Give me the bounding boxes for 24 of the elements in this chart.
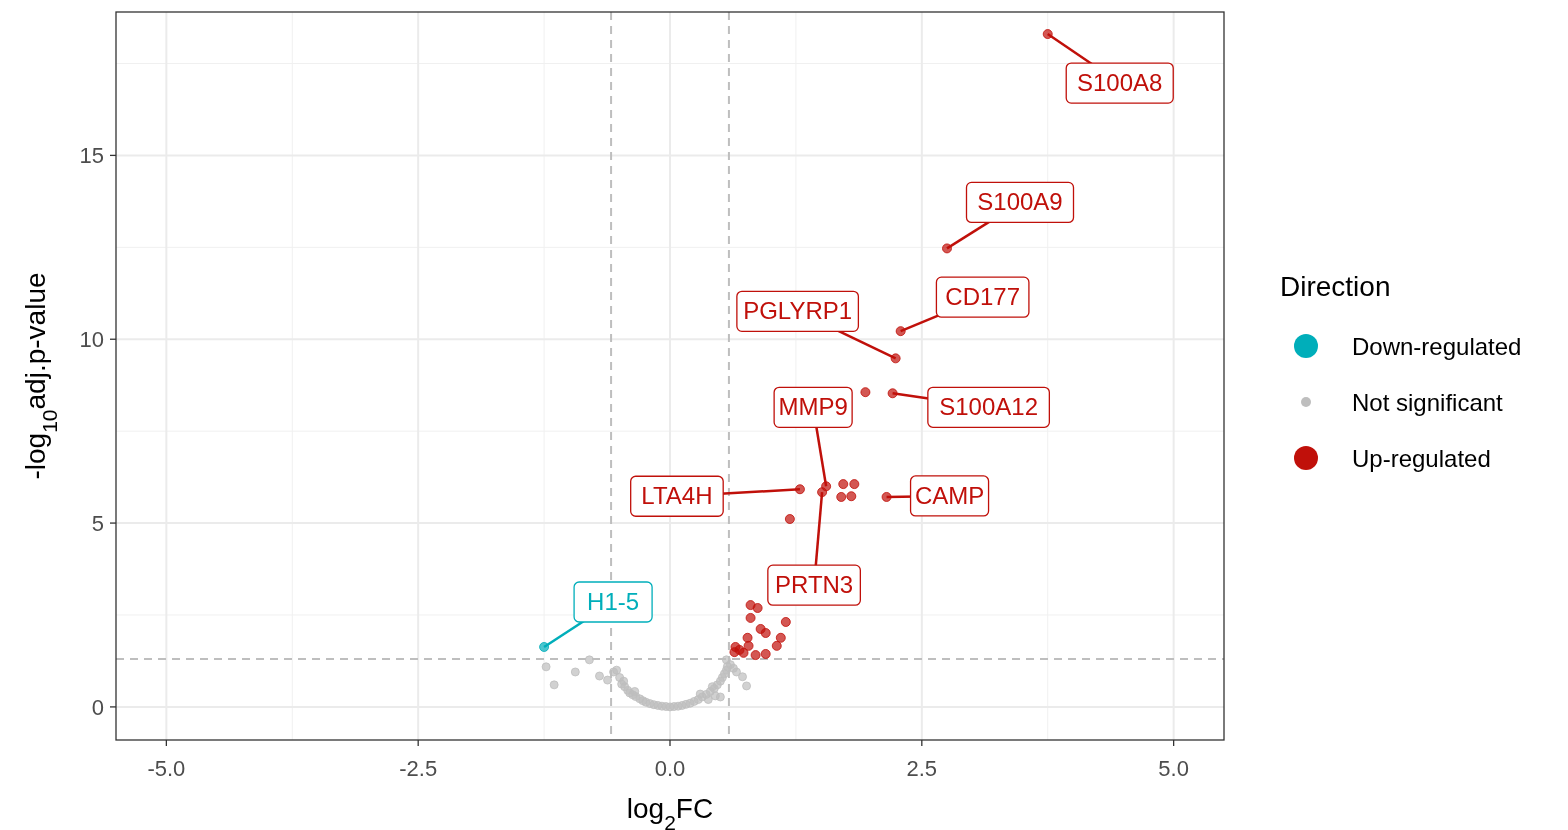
annotation: CD177 [945, 283, 1021, 311]
x-tick-label: -5.0 [147, 756, 186, 781]
annotation: MMP9 [778, 393, 848, 421]
x-tick-label: -2.5 [399, 756, 438, 781]
annotation: CAMP [914, 481, 985, 509]
annotation: S100A8 [1077, 69, 1163, 97]
y-tick-label: 0 [91, 694, 104, 720]
legend-label: Not significant [1352, 389, 1504, 416]
annotation: H1-5 [587, 587, 640, 615]
annotation: PGLYRP1 [743, 297, 853, 325]
x-tick-label: 2.5 [906, 756, 938, 781]
annotation: S100A12 [939, 393, 1038, 421]
x-axis-title: log$_{2}$FC [626, 793, 714, 830]
y-tick-label: 10 [79, 327, 104, 353]
legend-title: Direction [1280, 271, 1391, 302]
x-tick-label: 0.0 [654, 756, 686, 781]
y-tick-label: 5 [91, 511, 104, 537]
x-tick-label: 5.0 [1158, 756, 1189, 781]
y-tick-label: 15 [79, 143, 104, 169]
annotation: PRTN3 [774, 571, 854, 599]
legend-label: Up-regulated [1352, 445, 1491, 472]
annotation: S100A9 [977, 188, 1063, 216]
legend-label: Down-regulated [1352, 333, 1522, 360]
annotation: LTA4H [641, 482, 713, 510]
